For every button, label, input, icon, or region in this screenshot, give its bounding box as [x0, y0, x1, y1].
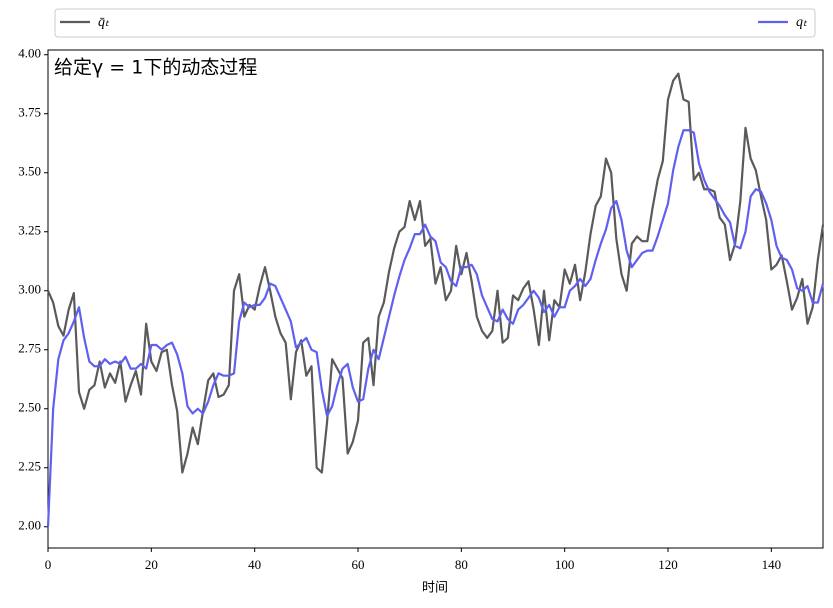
y-tick-label: 3.00 [18, 282, 41, 297]
legend-label: qₜ [796, 15, 808, 30]
series-line [46, 72, 825, 474]
legend-label: q̄ₜ [98, 15, 110, 30]
legend-box [54, 8, 816, 38]
x-tick-label: 20 [145, 557, 158, 572]
x-tick-label: 60 [352, 557, 365, 572]
y-tick-label: 4.00 [18, 46, 41, 61]
y-tick-label: 2.50 [18, 400, 41, 415]
y-tick-label: 3.25 [18, 223, 41, 238]
y-tick-label: 2.25 [18, 459, 41, 474]
plot-frame [47, 49, 824, 549]
y-tick-label: 2.00 [18, 518, 41, 533]
x-tick-label: 140 [762, 557, 782, 572]
x-tick-label: 80 [455, 557, 468, 572]
x-tick-label: 40 [248, 557, 261, 572]
y-tick-label: 3.50 [18, 164, 41, 179]
chart-title: 给定γ = 1下的动态过程 [54, 57, 257, 79]
x-axis-label: 时间 [422, 581, 448, 596]
x-tick-label: 100 [555, 557, 575, 572]
y-tick-label: 3.75 [18, 105, 41, 120]
x-tick-label: 0 [45, 557, 52, 572]
series-line [46, 129, 825, 527]
y-tick-label: 2.75 [18, 341, 41, 356]
x-tick-label: 120 [658, 557, 678, 572]
